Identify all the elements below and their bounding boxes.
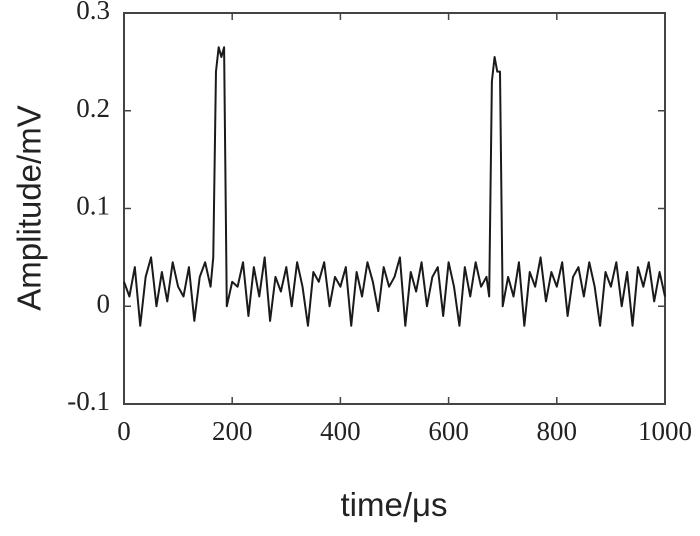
plot-frame	[123, 12, 666, 405]
x-axis-label: time/μs	[340, 486, 447, 523]
y-tick-label: 0	[97, 288, 111, 318]
x-tick-label: 200	[212, 416, 253, 446]
y-tick-label: 0.2	[76, 93, 110, 123]
x-tick-label: 600	[428, 416, 469, 446]
x-tick-label: 400	[320, 416, 361, 446]
x-tick-label: 800	[537, 416, 578, 446]
y-axis-label: Amplitude/mV	[11, 105, 48, 310]
y-tick-label: 0.3	[76, 0, 110, 25]
y-tick-label: -0.1	[67, 386, 110, 416]
y-tick-label: 0.1	[76, 191, 110, 221]
x-tick-label: 1000	[638, 416, 692, 446]
x-tick-label: 0	[117, 416, 131, 446]
signal-line	[123, 46, 666, 327]
